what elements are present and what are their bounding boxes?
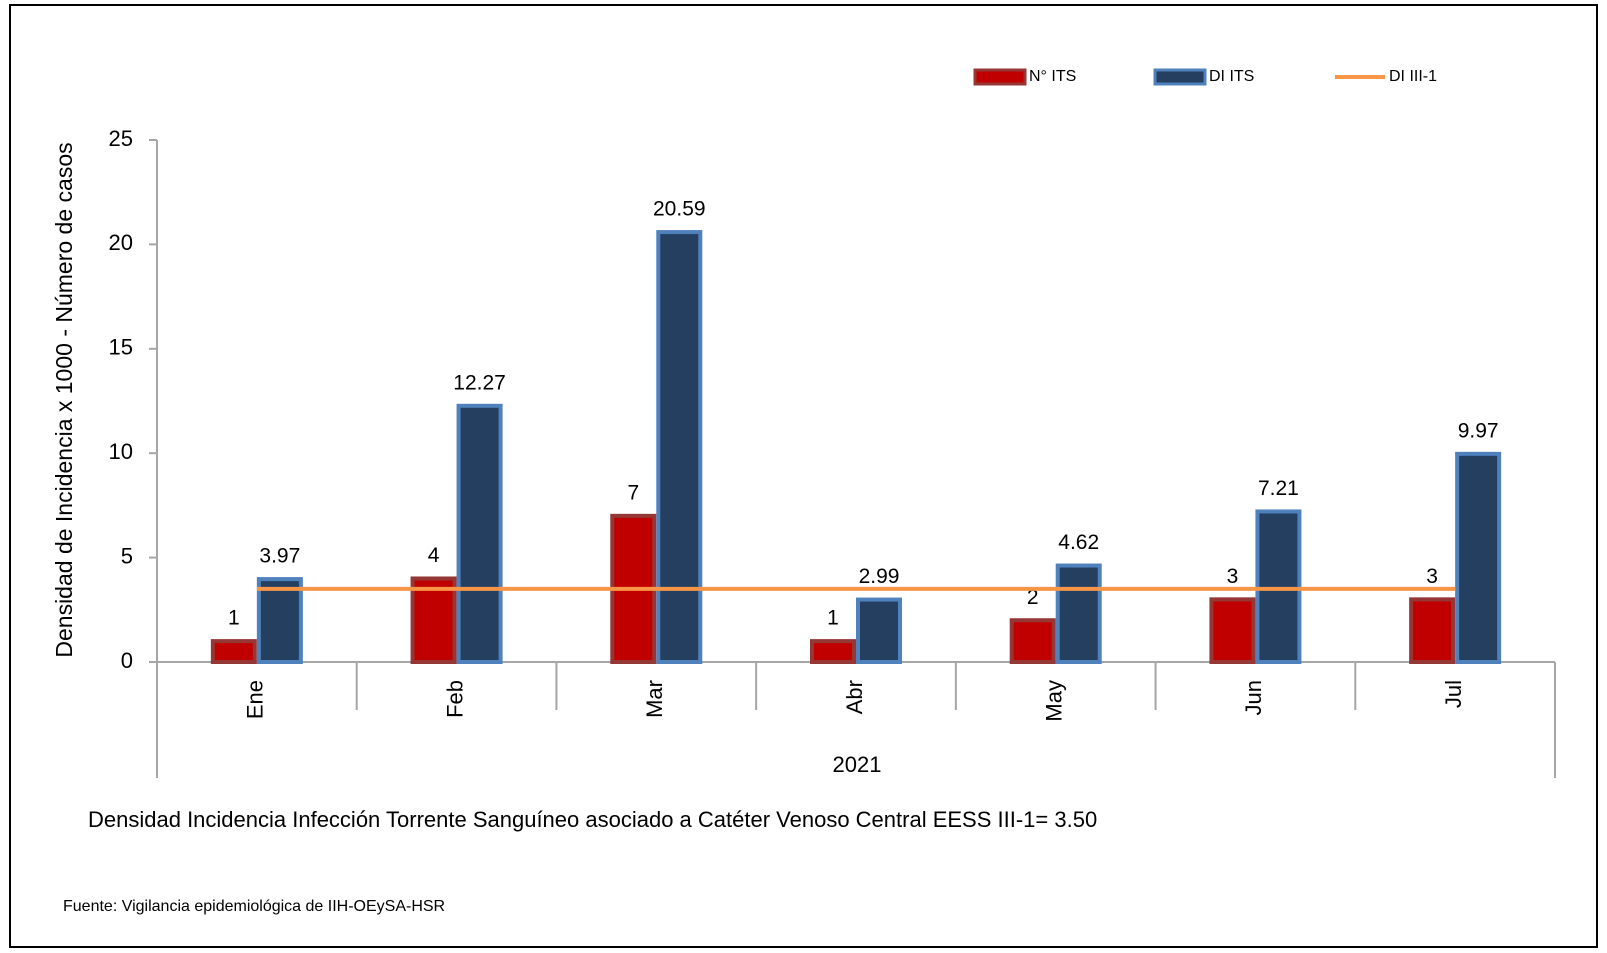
bar bbox=[1009, 618, 1056, 664]
bar bbox=[810, 639, 856, 664]
bar bbox=[210, 639, 257, 664]
legend-swatch bbox=[973, 68, 1027, 86]
data-label: 7 bbox=[627, 481, 639, 504]
x-tick-label: Mar bbox=[642, 680, 667, 718]
source: Fuente: Vigilancia epidemiológica de IIH… bbox=[63, 898, 445, 915]
y-tick-label: 10 bbox=[109, 439, 133, 464]
bar bbox=[1455, 451, 1502, 664]
data-label: 12.27 bbox=[453, 371, 506, 394]
data-label: 9.97 bbox=[1458, 419, 1499, 442]
bar bbox=[1055, 563, 1102, 665]
bar bbox=[410, 576, 457, 664]
y-tick-label: 20 bbox=[109, 230, 133, 255]
data-label: 20.59 bbox=[653, 198, 706, 221]
bar bbox=[656, 230, 703, 664]
bar bbox=[1255, 509, 1302, 664]
y-axis-label: Densidad de Incidencia x 1000 - Número d… bbox=[51, 142, 77, 657]
x-tick-label: Ene bbox=[243, 680, 268, 719]
y-tick-label: 25 bbox=[109, 126, 133, 151]
y-tick-label: 0 bbox=[121, 648, 133, 673]
note: Densidad Incidencia Infección Torrente S… bbox=[88, 807, 1097, 832]
x-tick-label: May bbox=[1042, 680, 1067, 722]
data-label: 3 bbox=[1426, 565, 1438, 588]
x-tick-label: Feb bbox=[442, 680, 467, 718]
data-label: 4 bbox=[428, 544, 440, 567]
legend-label: N° ITS bbox=[1029, 68, 1076, 85]
data-label: 1 bbox=[228, 607, 240, 630]
x-tick-label: Abr bbox=[842, 680, 867, 714]
data-label: 3 bbox=[1227, 565, 1239, 588]
bar bbox=[856, 597, 902, 664]
y-tick-label: 15 bbox=[109, 335, 133, 360]
data-label: 1 bbox=[827, 607, 839, 630]
y-tick-label: 5 bbox=[121, 543, 133, 568]
data-label: 2.99 bbox=[859, 565, 900, 588]
bar bbox=[456, 403, 503, 664]
x-tick-label: Jul bbox=[1441, 680, 1466, 708]
x-tick-label: Jun bbox=[1241, 680, 1266, 715]
bar bbox=[1209, 597, 1256, 664]
legend-swatch bbox=[1153, 68, 1207, 86]
data-label: 3.97 bbox=[259, 545, 300, 568]
bar bbox=[1409, 597, 1456, 664]
legend-label: DI ITS bbox=[1209, 68, 1254, 85]
bar bbox=[256, 577, 303, 664]
data-label: 2 bbox=[1027, 586, 1039, 609]
data-label: 4.62 bbox=[1058, 531, 1099, 554]
chart-border bbox=[9, 4, 1598, 948]
data-label: 7.21 bbox=[1258, 477, 1299, 500]
legend-label: DI III-1 bbox=[1389, 68, 1437, 85]
x-axis-label: 2021 bbox=[833, 752, 882, 777]
